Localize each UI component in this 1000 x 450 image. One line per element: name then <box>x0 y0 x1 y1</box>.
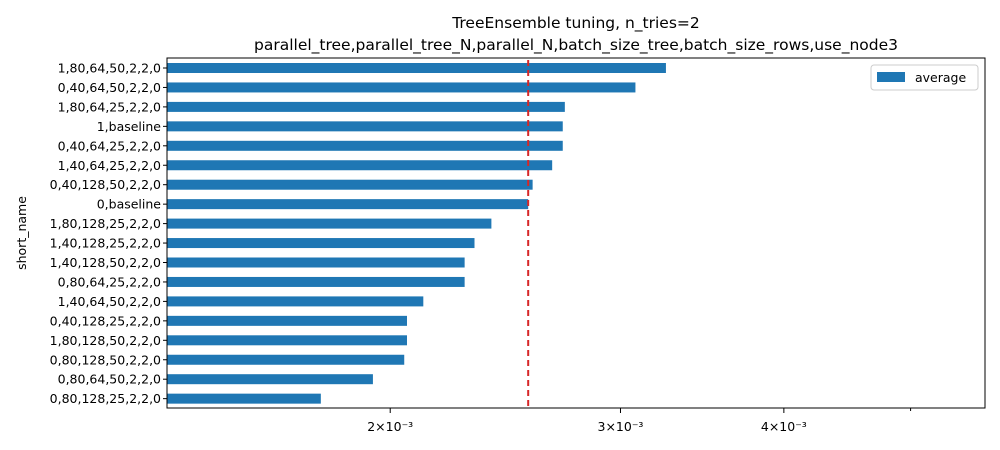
y-axis-label: short_name <box>14 196 29 270</box>
ticks-group: 1,80,64,50,2,2,0 0,40,64,50,2,2,0 1,80,64,… <box>50 61 912 434</box>
bar-1,40,64,25,2,2,0 <box>167 160 553 171</box>
bar-0,80,64,25,2,2,0 <box>167 276 465 287</box>
y-tick-label: 0,80,128,25,2,2,0 <box>50 391 161 406</box>
legend: average <box>870 64 979 91</box>
chart-subtitle: parallel_tree,parallel_tree_N,parallel_N… <box>254 36 898 55</box>
bars-group <box>167 63 666 404</box>
y-tick-label: 1,40,128,25,2,2,0 <box>50 236 161 251</box>
y-tick-label: 0,40,64,25,2,2,0 <box>58 138 161 153</box>
y-tick-label: 1,80,64,50,2,2,0 <box>58 61 161 76</box>
x-tick-label: 3×10⁻³ <box>598 419 644 434</box>
bar-0,80,128,25,2,2,0 <box>167 393 321 404</box>
y-tick-label: 0,40,128,25,2,2,0 <box>50 313 161 328</box>
bar-1,80,128,25,2,2,0 <box>167 218 492 229</box>
bar-0,40,128,50,2,2,0 <box>167 179 533 190</box>
bar-1,baseline <box>167 121 563 132</box>
legend-box <box>870 64 979 91</box>
y-tick-label: 1,80,128,25,2,2,0 <box>50 216 161 231</box>
legend-swatch <box>877 72 905 82</box>
y-tick-label: 0,baseline <box>97 197 162 212</box>
y-tick-label: 1,40,64,50,2,2,0 <box>58 294 161 309</box>
y-tick-label: 0,80,64,50,2,2,0 <box>58 372 161 387</box>
y-tick-label: 0,80,128,50,2,2,0 <box>50 352 161 367</box>
y-tick-label: 1,80,64,25,2,2,0 <box>58 99 161 114</box>
y-tick-label: 1,40,64,25,2,2,0 <box>58 158 161 173</box>
bar-1,80,128,50,2,2,0 <box>167 335 407 346</box>
bar-1,40,64,50,2,2,0 <box>167 296 424 307</box>
y-tick-label: 1,40,128,50,2,2,0 <box>50 255 161 270</box>
bar-1,40,128,50,2,2,0 <box>167 257 465 268</box>
x-tick-label: 4×10⁻³ <box>761 419 807 434</box>
bar-0,40,64,25,2,2,0 <box>167 140 563 151</box>
bar-1,40,128,25,2,2,0 <box>167 238 475 249</box>
bar-0,40,64,50,2,2,0 <box>167 82 636 93</box>
y-tick-label: 1,80,128,50,2,2,0 <box>50 333 161 348</box>
bar-1,80,64,25,2,2,0 <box>167 101 565 112</box>
bar-0,40,128,25,2,2,0 <box>167 315 407 326</box>
legend-label: average <box>915 70 966 85</box>
y-tick-label: 0,40,128,50,2,2,0 <box>50 177 161 192</box>
bar-0,80,128,50,2,2,0 <box>167 354 405 365</box>
x-tick-label: 2×10⁻³ <box>367 419 413 434</box>
y-tick-label: 1,baseline <box>97 119 162 134</box>
bar-0,80,64,50,2,2,0 <box>167 374 373 385</box>
plot-frame <box>166 57 986 409</box>
y-tick-label: 0,40,64,50,2,2,0 <box>58 80 161 95</box>
bar-1,80,64,50,2,2,0 <box>167 63 666 73</box>
chart-title: TreeEnsemble tuning, n_tries=2 <box>451 14 700 33</box>
bar-0,baseline <box>167 199 529 210</box>
y-tick-label: 0,80,64,25,2,2,0 <box>58 274 161 289</box>
